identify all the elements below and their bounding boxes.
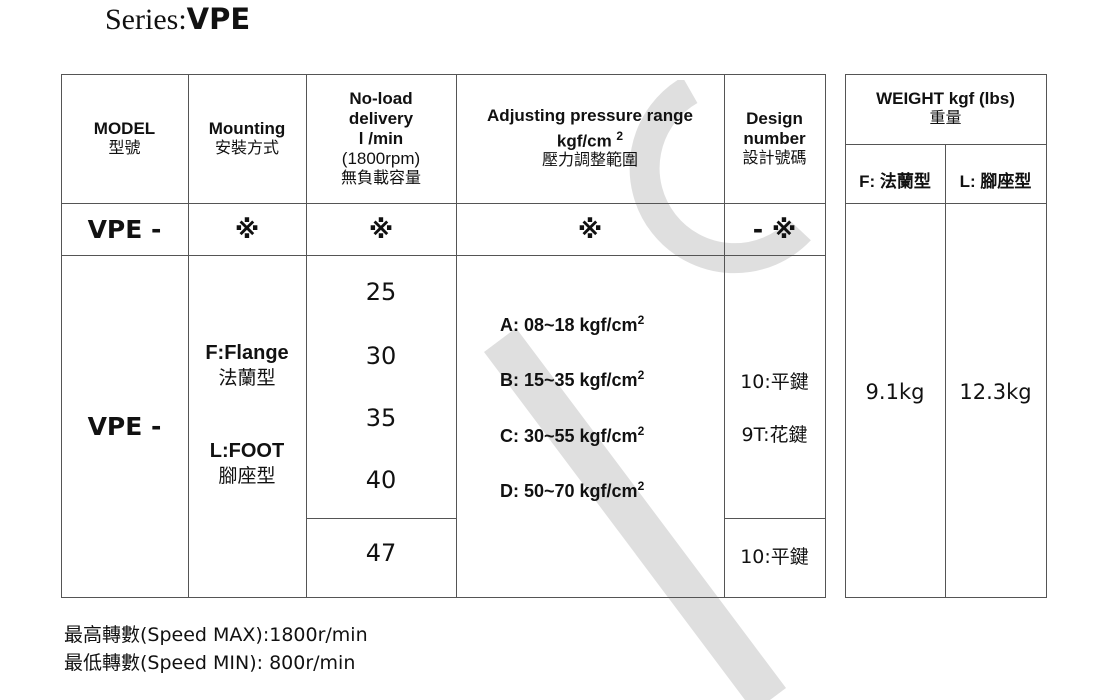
mounting-foot: L:FOOT 腳座型 — [209, 440, 285, 487]
delivery-value: 25 — [365, 278, 397, 306]
pressure-option-d: D: 50~70 kgf/cm2 — [500, 479, 645, 501]
weight-foot-value: 12.3kg — [959, 380, 1032, 404]
design-option: 10:平鍵 — [740, 371, 809, 393]
delivery-value: 40 — [365, 466, 397, 494]
header-mounting: Mounting 安裝方式 — [208, 118, 286, 157]
speed-max: 最高轉數(Speed MAX):1800r/min — [64, 624, 368, 646]
weight-header: WEIGHT kgf (lbs) 重量 — [876, 89, 1015, 127]
pressure-option-c: C: 30~55 kgf/cm2 — [500, 424, 645, 446]
code-delivery: ※ — [368, 214, 394, 244]
speed-min: 最低轉數(Speed MIN): 800r/min — [64, 652, 356, 674]
series-title: Series:VPE — [105, 2, 251, 36]
design-option: 9T:花鍵 — [741, 424, 808, 446]
code-pressure: ※ — [577, 214, 603, 244]
delivery-value: 35 — [365, 404, 397, 432]
header-design: Design number 設計號碼 — [742, 108, 807, 167]
header-delivery: No-load delivery l /min (1800rpm) 無負載容量 — [340, 88, 421, 187]
code-mounting: ※ — [234, 214, 260, 244]
design-option-extra: 10:平鍵 — [740, 546, 809, 568]
weight-foot-header: L: 腳座型 — [959, 171, 1032, 191]
pressure-option-b: B: 15~35 kgf/cm2 — [500, 368, 645, 390]
code-model: VPE - — [87, 214, 162, 244]
pressure-option-a: A: 08~18 kgf/cm2 — [500, 313, 645, 335]
weight-flange-value: 9.1kg — [865, 380, 925, 404]
header-pressure: Adjusting pressure range kgf/cm 2 壓力調整範圍 — [487, 105, 693, 170]
delivery-value-extra: 47 — [365, 539, 397, 567]
mounting-flange: F:Flange 法蘭型 — [205, 342, 289, 389]
body-model: VPE - — [87, 411, 162, 441]
delivery-value: 30 — [365, 342, 397, 370]
code-design: - ※ — [752, 214, 797, 244]
header-model: MODEL 型號 — [93, 118, 156, 157]
weight-flange-header: F: 法蘭型 — [859, 171, 931, 191]
